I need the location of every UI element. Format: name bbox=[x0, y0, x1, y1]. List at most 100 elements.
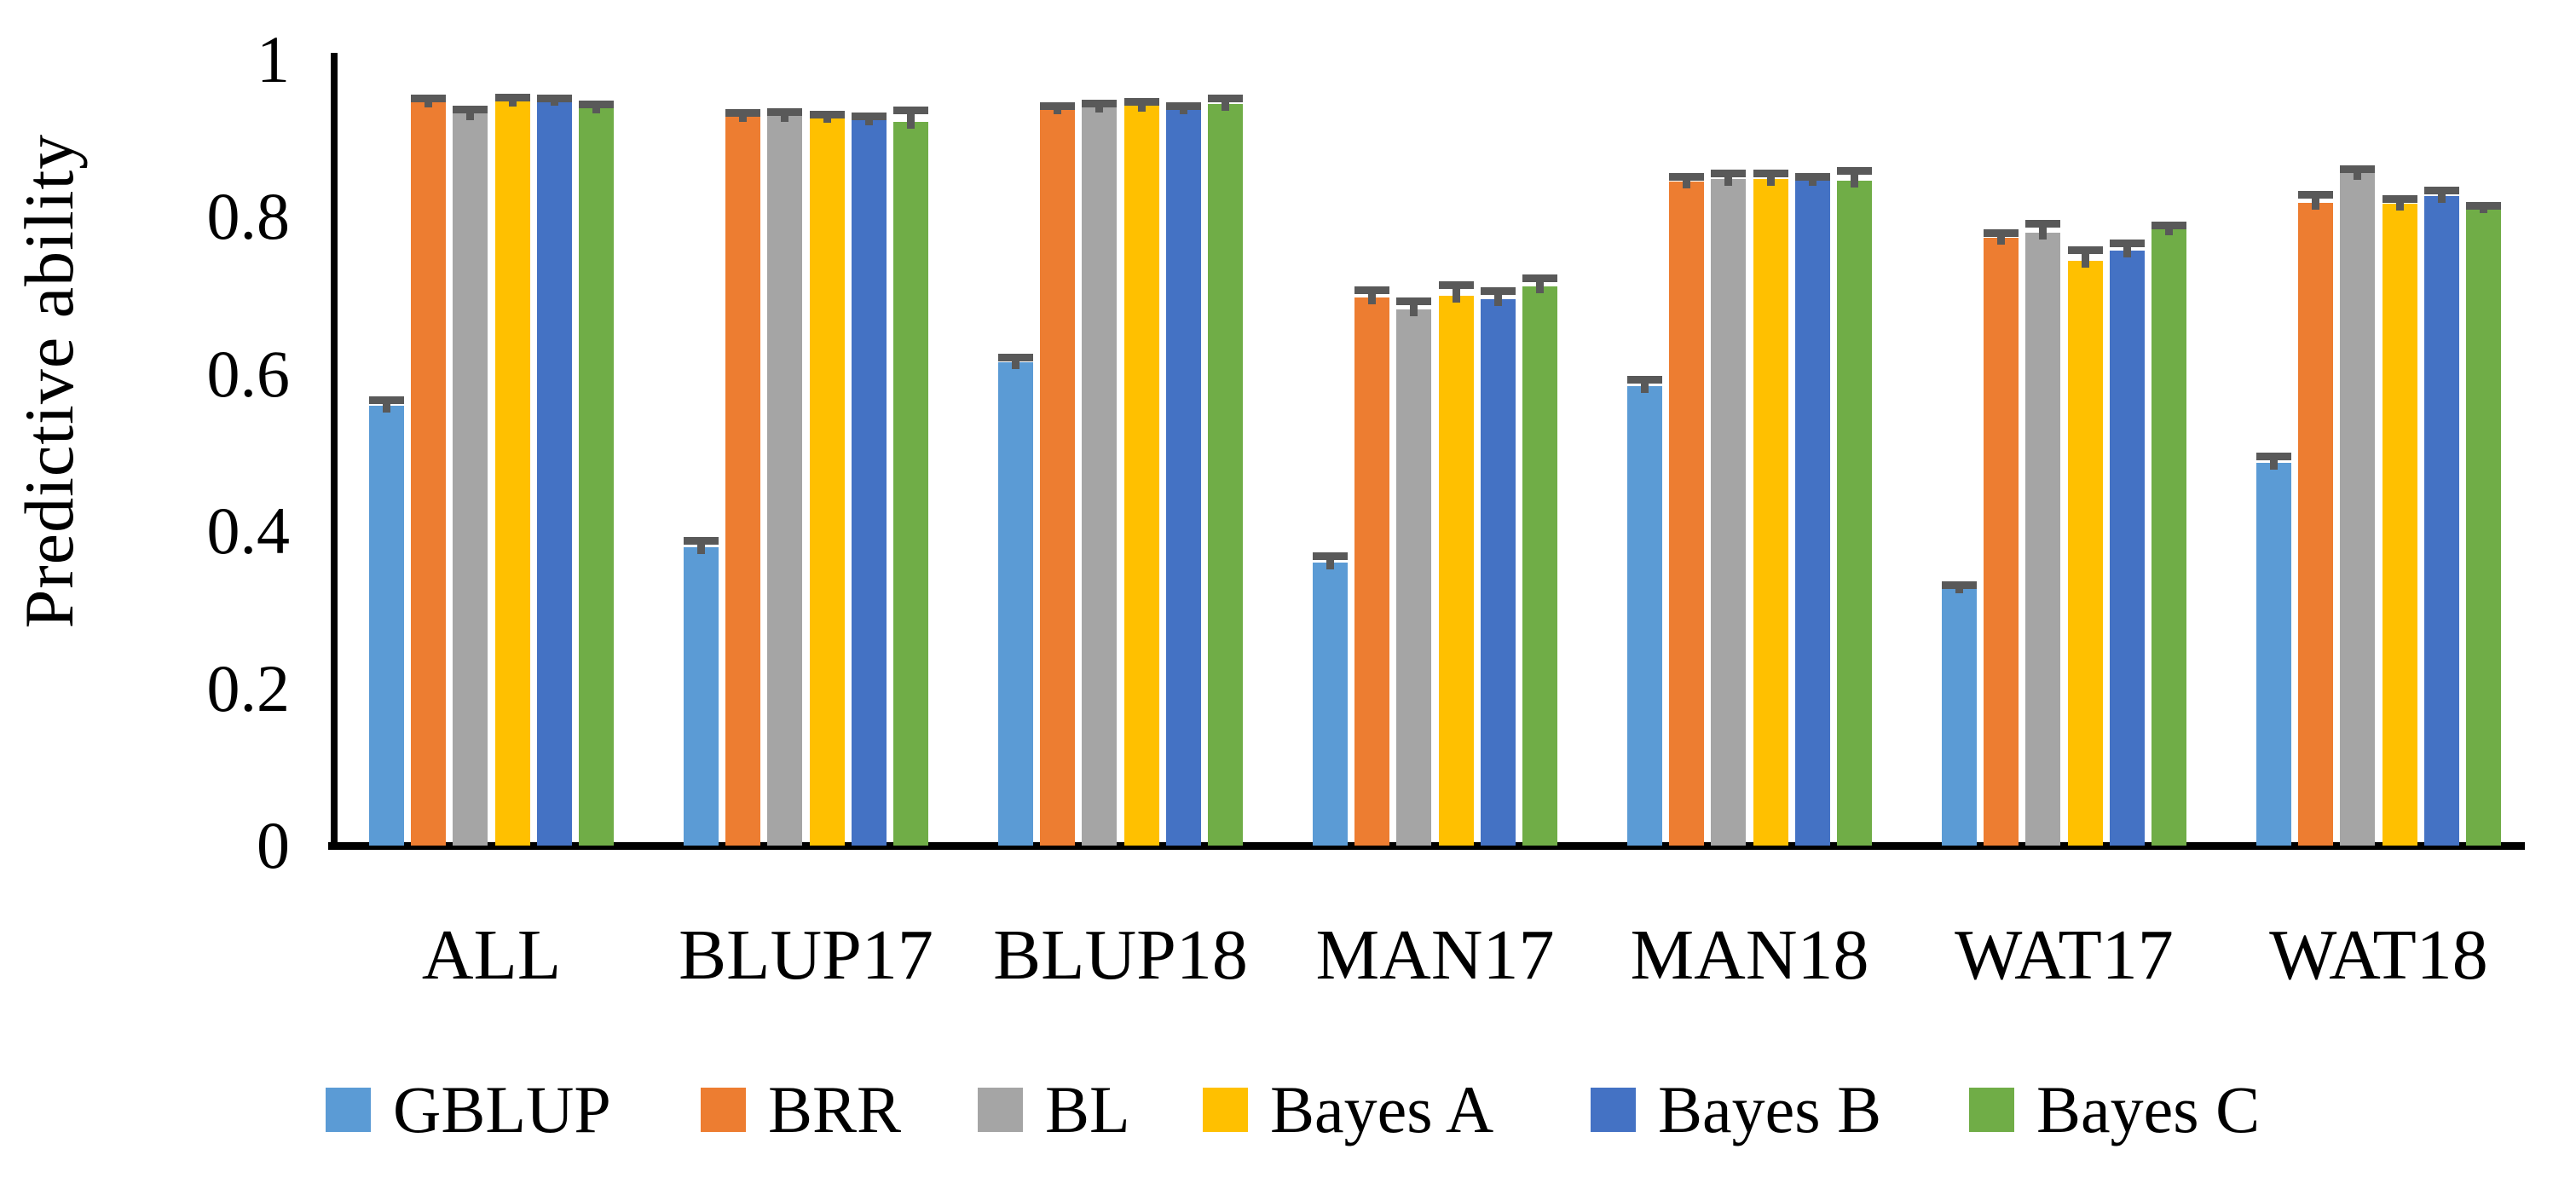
legend-swatch-gblup bbox=[326, 1088, 371, 1132]
error-bar-whisker bbox=[1851, 167, 1858, 188]
bar-bayes-a-all bbox=[494, 100, 530, 846]
bar-bayes-a-man17 bbox=[1438, 295, 1474, 846]
error-bar-cap bbox=[684, 536, 719, 545]
bar-bayes-b-all bbox=[536, 99, 572, 846]
error-bar-cap bbox=[1522, 274, 1557, 282]
bar-brr-man18 bbox=[1669, 181, 1705, 846]
bar-bayes-b-man18 bbox=[1794, 179, 1830, 846]
error-bar-whisker bbox=[2123, 240, 2131, 258]
error-bar-cap bbox=[1753, 170, 1788, 178]
error-bar-cap bbox=[2109, 240, 2145, 248]
legend-item-gblup: GBLUP bbox=[326, 1076, 611, 1144]
error-bar-cap bbox=[453, 106, 488, 114]
bar-bl-man18 bbox=[1711, 179, 1747, 846]
x-axis-line bbox=[328, 842, 2525, 850]
bar-bayes-c-wat18 bbox=[2466, 206, 2501, 846]
error-bar-cap bbox=[1396, 297, 1432, 306]
error-bar-whisker bbox=[697, 536, 705, 554]
error-bar-cap bbox=[851, 112, 887, 120]
error-bar-cap bbox=[369, 396, 404, 404]
bar-brr-blup18 bbox=[1040, 107, 1076, 846]
bar-gblup-all bbox=[369, 405, 404, 846]
error-bar-whisker bbox=[1368, 286, 1377, 305]
bar-bayes-b-wat17 bbox=[2109, 251, 2145, 846]
bar-bayes-c-man17 bbox=[1522, 286, 1557, 846]
error-bar-cap bbox=[536, 94, 572, 102]
error-bar-cap bbox=[2151, 221, 2186, 229]
error-bar-whisker bbox=[1536, 274, 1544, 294]
legend-item-bl: BL bbox=[978, 1076, 1130, 1144]
bar-brr-man17 bbox=[1354, 297, 1390, 846]
error-bar-cap bbox=[1794, 172, 1830, 181]
x-category-label-blup17: BLUP17 bbox=[679, 915, 933, 995]
bar-bayes-c-blup17 bbox=[893, 121, 928, 846]
bar-bayes-a-wat18 bbox=[2382, 203, 2417, 846]
error-bar-whisker bbox=[2437, 187, 2446, 204]
bar-bayes-b-wat18 bbox=[2423, 196, 2459, 846]
error-bar-whisker bbox=[2039, 220, 2048, 240]
legend-swatch-bayes-b bbox=[1591, 1088, 1636, 1132]
x-category-label-blup18: BLUP18 bbox=[993, 915, 1248, 995]
error-bar-cap bbox=[1165, 101, 1201, 110]
error-bar-cap bbox=[1942, 581, 1977, 590]
x-category-label-wat18: WAT18 bbox=[2269, 915, 2488, 995]
error-bar-whisker bbox=[1222, 95, 1229, 111]
error-bar-whisker bbox=[2395, 194, 2404, 211]
error-bar-cap bbox=[2466, 201, 2501, 210]
bar-brr-wat17 bbox=[1984, 238, 2019, 846]
x-category-label-man17: MAN17 bbox=[1315, 915, 1555, 995]
bar-bayes-c-blup18 bbox=[1208, 103, 1243, 846]
error-bar-cap bbox=[2382, 194, 2417, 203]
error-bar-whisker bbox=[1683, 172, 1691, 188]
error-bar-whisker bbox=[907, 107, 915, 129]
bar-bayes-b-blup18 bbox=[1165, 107, 1201, 846]
error-bar-cap bbox=[1837, 167, 1872, 176]
error-bar-cap bbox=[2067, 245, 2103, 254]
legend-swatch-bayes-a bbox=[1203, 1088, 1248, 1132]
bar-bayes-a-man18 bbox=[1753, 179, 1788, 846]
bar-brr-all bbox=[411, 100, 447, 846]
bar-gblup-man17 bbox=[1313, 563, 1348, 846]
y-tick-label-0.2: 0.2 bbox=[206, 650, 291, 725]
legend-item-bayes-a: Bayes A bbox=[1203, 1076, 1493, 1144]
bar-bayes-b-man17 bbox=[1480, 299, 1516, 846]
y-tick-label-0.8: 0.8 bbox=[206, 179, 291, 254]
error-bar-cap bbox=[1313, 552, 1348, 561]
y-axis-line bbox=[331, 53, 338, 849]
legend-item-brr: BRR bbox=[701, 1076, 901, 1144]
bar-gblup-blup17 bbox=[684, 546, 719, 846]
error-bar-whisker bbox=[1766, 170, 1775, 187]
error-bar-cap bbox=[1984, 229, 2019, 238]
error-bar-cap bbox=[1354, 286, 1390, 295]
bar-bl-wat18 bbox=[2340, 172, 2376, 846]
bar-bayes-c-wat17 bbox=[2151, 228, 2186, 846]
legend-label-bayes-a: Bayes A bbox=[1270, 1072, 1494, 1146]
bar-bayes-a-blup18 bbox=[1123, 104, 1159, 846]
x-category-label-all: ALL bbox=[421, 915, 562, 995]
error-bar-cap bbox=[1669, 172, 1705, 181]
error-bar-whisker bbox=[1641, 375, 1649, 393]
error-bar-whisker bbox=[1724, 170, 1733, 187]
error-bar-whisker bbox=[1326, 552, 1334, 570]
error-bar-whisker bbox=[1493, 287, 1502, 307]
bar-bayes-a-blup17 bbox=[809, 116, 845, 846]
legend-swatch-brr bbox=[701, 1088, 746, 1132]
error-bar-whisker bbox=[2081, 245, 2089, 269]
error-bar-whisker bbox=[1410, 297, 1418, 317]
error-bar-cap bbox=[1208, 95, 1243, 103]
error-bar-cap bbox=[1480, 287, 1516, 296]
error-bar-cap bbox=[767, 108, 803, 117]
error-bar-cap bbox=[1627, 375, 1662, 384]
error-bar-cap bbox=[494, 93, 530, 101]
error-bar-whisker bbox=[383, 396, 390, 413]
error-bar-cap bbox=[998, 353, 1033, 361]
error-bar-cap bbox=[1438, 281, 1474, 289]
error-bar-cap bbox=[1123, 98, 1159, 107]
bar-gblup-wat18 bbox=[2256, 462, 2291, 846]
x-category-label-wat17: WAT17 bbox=[1955, 915, 2174, 995]
legend-swatch-bl bbox=[978, 1088, 1023, 1132]
legend-label-bl: BL bbox=[1045, 1072, 1130, 1146]
legend-swatch-bayes-c bbox=[1969, 1088, 2014, 1132]
